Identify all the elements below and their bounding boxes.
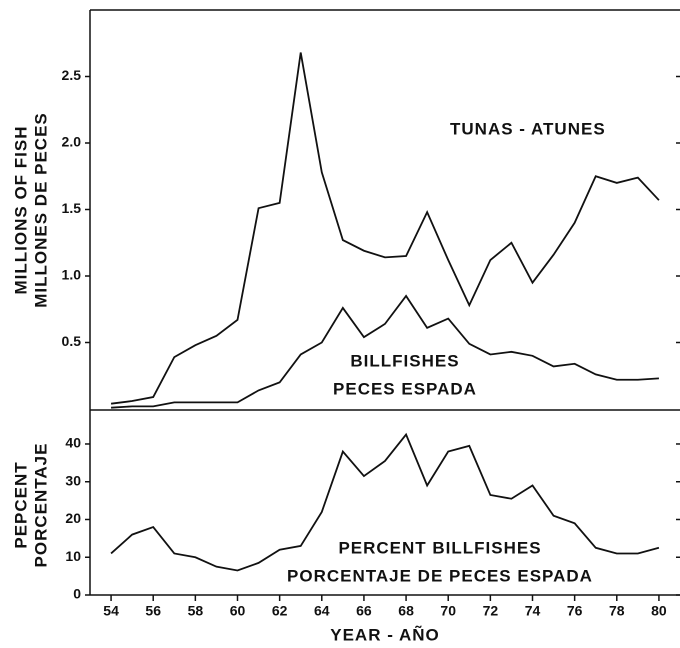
- x-tick-label: 54: [103, 603, 119, 619]
- annotation: BILLFISHES: [350, 351, 459, 370]
- y-tick-label: 1.5: [62, 200, 82, 216]
- annotation: PERCENT BILLFISHES: [338, 538, 541, 557]
- y-tick-label: 1.0: [62, 267, 82, 283]
- y-axis-label: PORCENTAJE: [31, 443, 50, 568]
- x-tick-label: 60: [230, 603, 246, 619]
- series-line: [111, 294, 659, 409]
- annotation: PECES ESPADA: [333, 379, 477, 398]
- y-axis-label: PEPCENT: [11, 461, 30, 548]
- y-tick-label: 2.5: [62, 67, 82, 83]
- y-tick-label: 30: [65, 472, 81, 488]
- y-tick-label: 0: [73, 586, 81, 602]
- x-tick-label: 70: [440, 603, 456, 619]
- x-tick-label: 76: [567, 603, 583, 619]
- y-axis-label: MILLIONS OF FISH: [11, 126, 30, 295]
- x-axis-label: YEAR - AÑO: [330, 624, 440, 644]
- x-tick-label: 68: [398, 603, 414, 619]
- series-line: [110, 432, 660, 572]
- y-tick-label: 20: [65, 510, 81, 526]
- y-tick-label: 2.0: [62, 134, 82, 150]
- y-tick-label: 10: [65, 548, 81, 564]
- x-tick-label: 62: [272, 603, 288, 619]
- y-tick-label: 40: [65, 435, 81, 451]
- x-tick-label: 80: [651, 603, 667, 619]
- x-tick-label: 74: [525, 603, 541, 619]
- annotation: TUNAS - ATUNES: [450, 119, 606, 138]
- x-tick-label: 78: [609, 603, 625, 619]
- x-tick-label: 58: [188, 603, 204, 619]
- x-tick-label: 66: [356, 603, 372, 619]
- x-tick-label: 64: [314, 603, 330, 619]
- y-tick-label: 0.5: [62, 333, 82, 349]
- series-line: [110, 52, 660, 405]
- y-axis-label: MILLONES DE PECES: [31, 112, 50, 308]
- x-tick-label: 56: [145, 603, 161, 619]
- annotation: PORCENTAJE DE PECES ESPADA: [287, 566, 593, 585]
- x-tick-label: 72: [483, 603, 499, 619]
